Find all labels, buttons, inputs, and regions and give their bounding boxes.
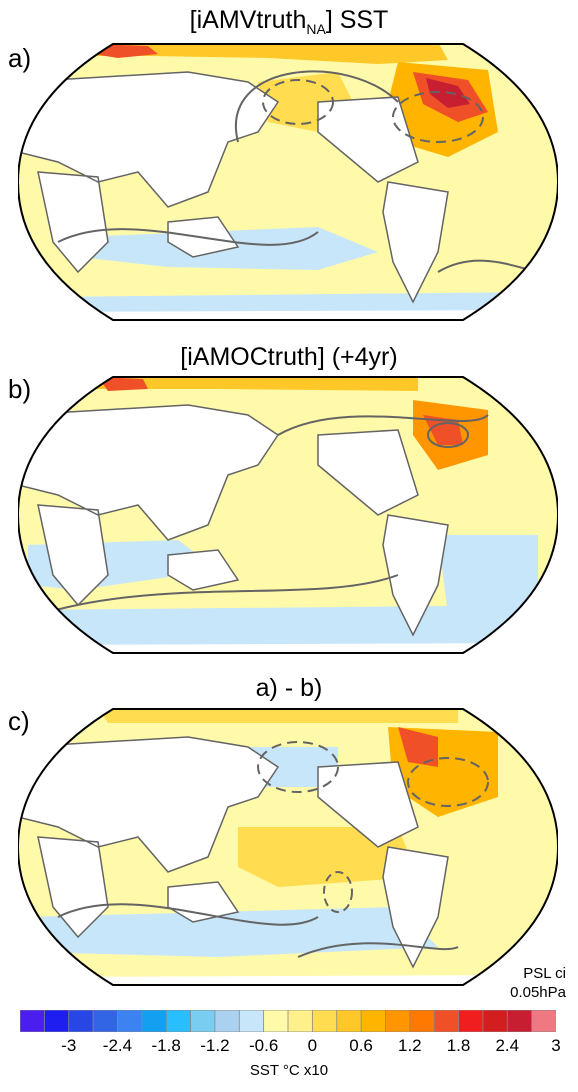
arctic-warm-anomaly <box>78 377 418 391</box>
panel-a-title: [iAMVtruthNA] SST <box>0 6 578 43</box>
colorbar-swatch <box>117 1010 143 1032</box>
north-america-land <box>318 97 418 182</box>
panel-a-title-sub: NA <box>306 21 326 37</box>
colorbar-tick-label: 1.2 <box>397 1036 422 1055</box>
colorbar-tick-label: -3 <box>61 1036 77 1055</box>
psl-contour-positive-south <box>57 903 319 926</box>
panel-b-map <box>18 376 558 654</box>
panel-a-label: a) <box>8 43 32 73</box>
colorbar-tick-label: -0.6 <box>248 1036 279 1055</box>
colorbar-tick-labels: -3 -2.4 -1.8 -1.2 -0.6 0 0.6 1.2 1.8 2.4 3 <box>20 1036 561 1058</box>
panel-a-title-suffix: ] SST <box>325 6 389 34</box>
south-america-land <box>383 182 448 302</box>
colorbar-swatch <box>214 1010 241 1032</box>
colorbar-swatch <box>336 1010 362 1032</box>
colorbar-tick-label: 1.8 <box>446 1036 471 1055</box>
colorbar-tick-label: 0.6 <box>349 1036 373 1055</box>
colorbar-tick-label: -1.2 <box>200 1036 230 1055</box>
colorbar-swatch <box>43 1010 70 1032</box>
psl-note-line1: PSL ci <box>523 965 566 982</box>
colorbar-swatch <box>287 1010 314 1032</box>
colorbar-swatch <box>360 1010 387 1032</box>
siberia-strong-anomaly <box>98 377 148 391</box>
colorbar-swatch <box>263 1010 289 1032</box>
colorbar-swatch <box>141 1010 168 1032</box>
north-america-land <box>318 430 418 515</box>
psl-contour-negative-southpacific <box>323 871 353 913</box>
psl-contour-note: PSL ci 0.05hPa <box>510 964 566 1002</box>
colorbar-swatch <box>165 1010 192 1032</box>
eurasia-africa-land <box>18 72 278 207</box>
colorbar-tick-label: -1.8 <box>151 1036 181 1055</box>
panel-b-label: b) <box>8 374 32 404</box>
africa-land <box>38 172 108 272</box>
colorbar-tick-label: 2.4 <box>495 1036 520 1055</box>
colorbar-swatch <box>385 1010 411 1032</box>
arctic-warm-anomaly <box>98 709 458 723</box>
coastlines <box>18 404 449 637</box>
north-atlantic-strong-anomaly <box>398 727 438 767</box>
psl-contour-negative-pacific <box>257 741 339 793</box>
colorbar-swatch <box>311 1010 338 1032</box>
colorbar-swatch <box>433 1010 460 1032</box>
psl-contour-positive-south <box>37 574 399 616</box>
psl-note-line2: 0.05hPa <box>510 984 566 1001</box>
psl-contour-positive-north <box>234 70 399 143</box>
colorbar-label: SST °C x10 <box>249 1062 329 1079</box>
eurasia-africa-land <box>18 737 278 872</box>
colorbar-swatch <box>20 1010 46 1032</box>
psl-contour-positive-north <box>277 414 489 436</box>
psl-contour-positive-south <box>57 228 319 246</box>
panel-c-label: c) <box>8 706 30 736</box>
colorbar-swatch <box>190 1010 216 1032</box>
colorbar-swatch <box>68 1010 94 1032</box>
panel-c-map <box>18 708 558 986</box>
arctic-warm-anomaly <box>78 44 448 64</box>
map-outline <box>18 376 558 654</box>
psl-contour-negative-atlantic <box>392 91 484 143</box>
colorbar-swatch <box>482 1010 509 1032</box>
colorbar-swatch <box>92 1010 119 1032</box>
psl-contour-atlantic <box>427 422 469 448</box>
psl-contour-positive-southeast <box>297 942 459 958</box>
panel-c-title: a) - b) <box>255 674 323 702</box>
map-outline <box>18 43 558 321</box>
australia-land <box>168 550 238 590</box>
south-america-land <box>383 515 448 635</box>
eurasia-africa-land <box>18 405 278 540</box>
africa-land <box>38 837 108 937</box>
colorbar-swatch <box>238 1010 265 1032</box>
southern-cool-anomaly <box>28 907 438 957</box>
map-outline <box>18 708 558 986</box>
north-america-land <box>318 762 418 847</box>
southern-ocean-cool-anomaly <box>18 605 558 653</box>
colorbar-swatch <box>506 1010 533 1032</box>
panel-a-title-main: [iAMVtruth <box>189 6 307 34</box>
coastlines <box>18 71 449 304</box>
panel-a-map <box>18 43 558 321</box>
colorbar-tick-label: 3 <box>551 1036 561 1055</box>
south-atlantic-cool-anomaly <box>438 535 538 615</box>
psl-contour-negative-pacific <box>262 79 334 125</box>
colorbar-swatch <box>409 1010 436 1032</box>
south-america-land <box>383 847 448 967</box>
colorbar-tick-label: 0 <box>307 1036 318 1055</box>
colorbar-swatch <box>458 1010 484 1032</box>
colorbar-swatch <box>531 1010 556 1032</box>
africa-land <box>38 505 108 605</box>
psl-contour-negative-atlantic <box>407 757 489 807</box>
colorbar <box>20 1010 556 1032</box>
colorbar-tick-label: -2.4 <box>102 1036 133 1055</box>
panel-b-title: [iAMOCtruth] (+4yr) <box>180 343 398 371</box>
australia-land <box>168 882 238 922</box>
